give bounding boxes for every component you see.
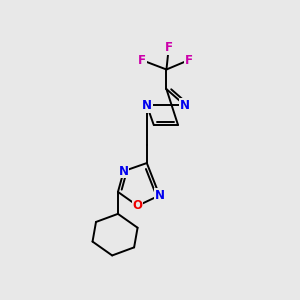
Text: N: N — [154, 189, 164, 202]
Text: N: N — [142, 99, 152, 112]
Text: F: F — [184, 54, 192, 67]
Text: O: O — [133, 199, 142, 212]
Text: F: F — [165, 41, 173, 54]
Text: F: F — [138, 54, 146, 67]
Text: N: N — [119, 165, 129, 178]
Text: N: N — [180, 99, 190, 112]
